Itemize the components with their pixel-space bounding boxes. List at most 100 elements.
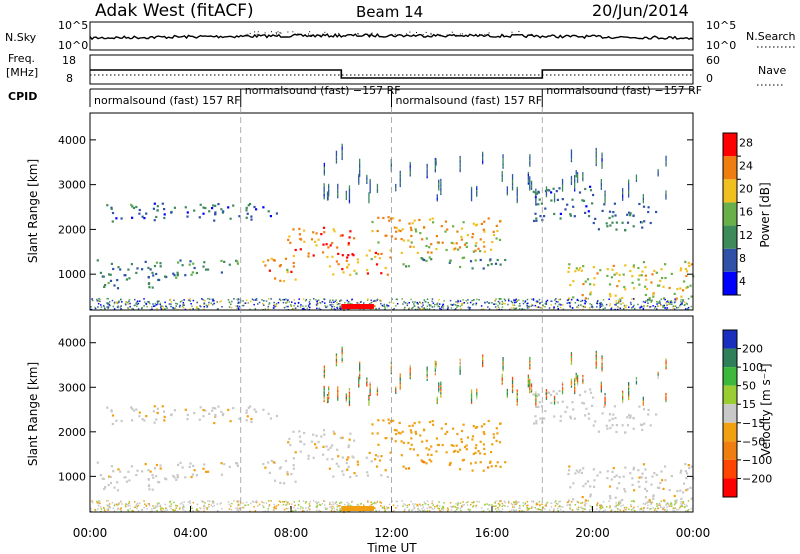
velocity-cell xyxy=(374,458,377,461)
power-speckle xyxy=(468,308,471,310)
velocity-streak xyxy=(337,388,339,391)
power-cell xyxy=(589,185,592,188)
power-speckle xyxy=(416,302,419,304)
velocity-speckle xyxy=(98,500,101,503)
power-speckle xyxy=(687,298,690,300)
power-streak xyxy=(622,189,624,192)
power-speckle xyxy=(100,304,102,306)
power-streak xyxy=(516,201,518,204)
velocity-speckle xyxy=(97,502,100,504)
power-cell xyxy=(416,251,419,254)
power-streak xyxy=(601,159,603,162)
noise-search-dot xyxy=(368,34,370,36)
power-speckle xyxy=(426,308,429,310)
velocity-speckle xyxy=(96,500,98,503)
power-speckle xyxy=(318,307,320,310)
power-streak xyxy=(511,183,514,186)
power-cell xyxy=(327,246,330,249)
velocity-speckle xyxy=(423,501,426,503)
power-speckle xyxy=(686,308,689,310)
power-cell xyxy=(561,198,564,201)
power-cell xyxy=(461,256,464,260)
power-streak xyxy=(622,193,624,196)
velocity-cell xyxy=(207,470,210,473)
velocity-speckle xyxy=(261,501,263,503)
power-cell xyxy=(611,215,614,218)
power-cell xyxy=(579,266,582,270)
power-cell xyxy=(120,217,123,220)
velocity-speckle xyxy=(624,508,626,510)
power-cell xyxy=(147,266,150,269)
power-streak xyxy=(600,180,602,183)
velocity-speckle xyxy=(170,507,172,510)
velocity-speckle xyxy=(486,503,488,505)
power-speckle xyxy=(381,304,384,307)
power-streak xyxy=(459,163,461,165)
velocity-speckle xyxy=(106,508,108,510)
power-cell xyxy=(460,238,463,241)
power-cell xyxy=(534,212,537,215)
power-speckle xyxy=(97,300,100,302)
power-speckle xyxy=(625,304,628,307)
velocity-speckle xyxy=(273,506,276,508)
power-speckle xyxy=(179,301,182,303)
power-cell xyxy=(155,272,158,276)
power-streak xyxy=(348,201,351,204)
power-speckle xyxy=(113,308,116,310)
power-cell xyxy=(342,271,345,274)
power-streak xyxy=(657,172,659,175)
velocity-speckle xyxy=(463,504,465,506)
velocity-speckle xyxy=(196,503,198,506)
power-cell xyxy=(569,284,572,287)
power-speckle xyxy=(148,300,150,303)
power-speckle xyxy=(618,301,620,303)
velocity-streak xyxy=(595,350,597,353)
power-cell xyxy=(212,204,215,207)
velocity-speckle xyxy=(104,509,106,512)
velocity-cell xyxy=(436,443,439,446)
power-speckle xyxy=(577,306,579,309)
power-speckle xyxy=(106,297,108,300)
velocity-speckle xyxy=(580,506,582,508)
power-cell xyxy=(204,268,208,271)
power-streak xyxy=(604,197,606,200)
velocity-cell xyxy=(279,481,282,484)
velocity-speckle xyxy=(646,507,649,509)
power-cell xyxy=(479,250,482,253)
velocity-cell xyxy=(290,473,293,476)
power-speckle xyxy=(421,306,423,308)
velocity-speckle xyxy=(335,501,337,503)
power-speckle xyxy=(97,300,99,303)
velocity-cell xyxy=(116,481,119,484)
power-streak xyxy=(358,175,360,178)
velocity-speckle xyxy=(242,506,245,509)
velocity-cell xyxy=(298,435,301,438)
velocity-cell xyxy=(189,462,192,465)
power-speckle xyxy=(270,298,272,300)
velocity-cell xyxy=(632,468,635,471)
velocity-cell xyxy=(147,469,150,472)
velocity-streak xyxy=(529,389,531,392)
velocity-streak xyxy=(359,374,361,376)
power-speckle xyxy=(598,308,601,310)
power-speckle xyxy=(571,307,574,309)
power-streak xyxy=(337,190,339,193)
velocity-speckle xyxy=(308,503,311,505)
power-cell xyxy=(474,249,477,252)
velocity-cell xyxy=(132,409,136,412)
velocity-streak xyxy=(426,371,428,374)
power-cell xyxy=(626,221,630,224)
power-cell xyxy=(245,206,248,209)
velocity-cell xyxy=(577,471,580,474)
velocity-cell xyxy=(581,496,584,499)
power-streak xyxy=(530,186,533,189)
velocity-streak xyxy=(570,385,573,388)
power-cell xyxy=(214,204,217,207)
power-cell xyxy=(615,228,618,231)
power-speckle xyxy=(326,305,329,308)
power-cell xyxy=(458,246,462,249)
power-speckle xyxy=(469,307,471,309)
power-speckle xyxy=(436,303,438,306)
velocity-streak xyxy=(341,355,343,358)
velocity-speckle xyxy=(275,507,277,509)
